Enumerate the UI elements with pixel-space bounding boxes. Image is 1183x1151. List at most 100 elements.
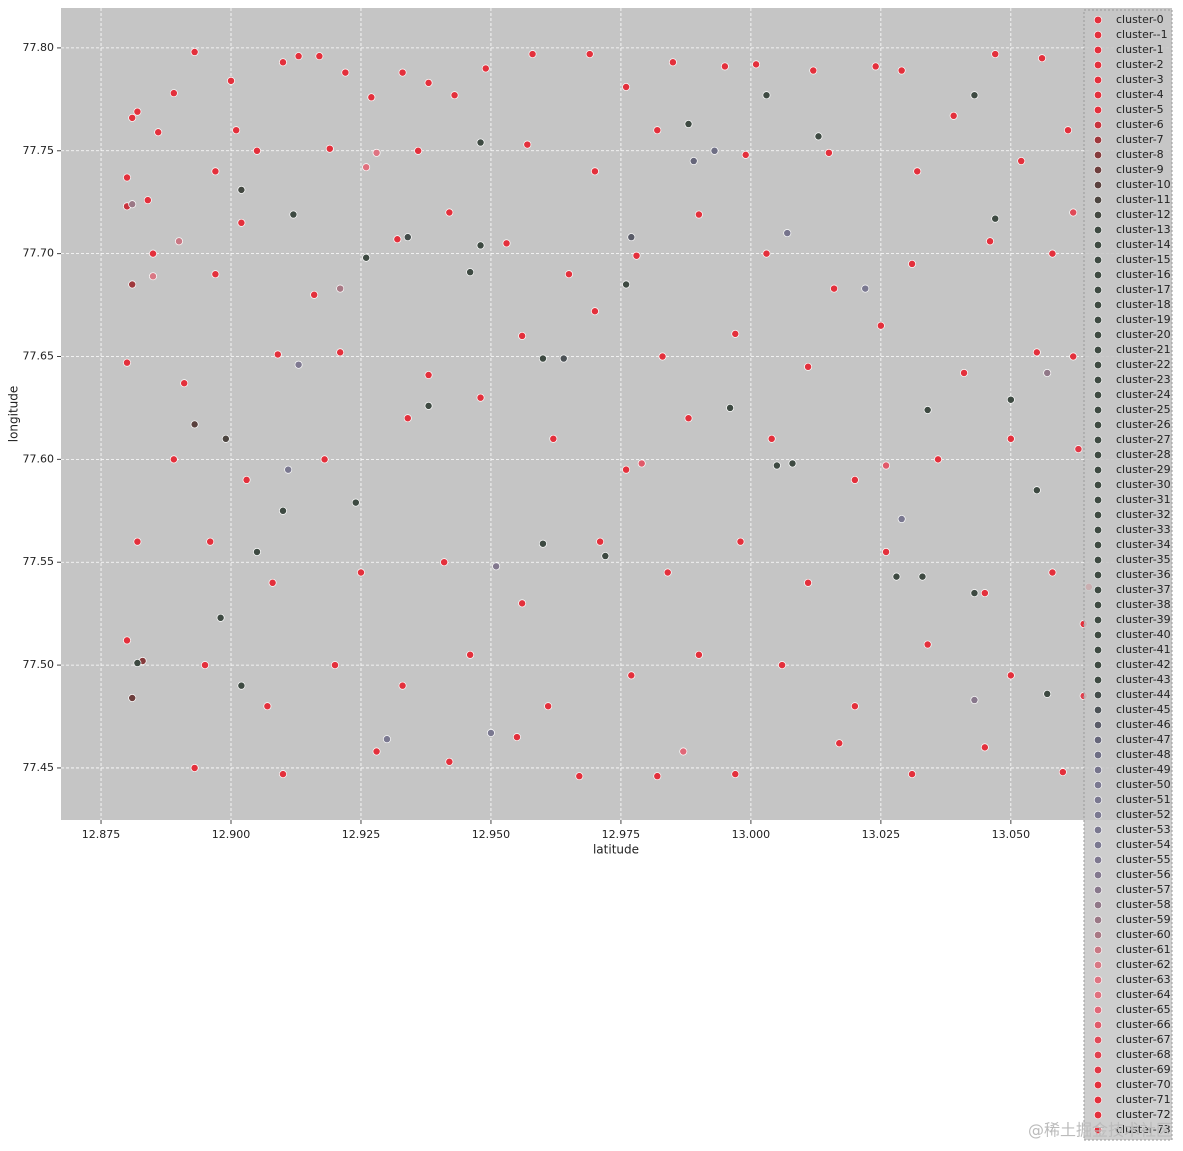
point	[726, 403, 735, 412]
point	[398, 681, 407, 690]
legend-marker	[1093, 735, 1103, 745]
legend-label: cluster-47	[1116, 733, 1171, 746]
point	[201, 661, 209, 670]
point	[133, 537, 142, 546]
legend-label: cluster-61	[1116, 943, 1171, 956]
legend-marker	[1093, 435, 1103, 445]
legend-marker	[1093, 480, 1103, 490]
legend-label: cluster-21	[1116, 343, 1171, 356]
point	[762, 91, 771, 100]
point	[882, 461, 891, 470]
point	[1069, 352, 1078, 361]
legend-label: cluster-41	[1116, 643, 1171, 656]
legend-marker	[1093, 150, 1103, 160]
plot-area	[61, 8, 1172, 820]
point	[778, 661, 787, 670]
point	[169, 455, 178, 464]
point	[684, 414, 693, 423]
legend-marker	[1093, 795, 1103, 805]
point	[476, 138, 485, 147]
legend-label: cluster-43	[1116, 673, 1171, 686]
point	[310, 290, 319, 299]
point	[253, 146, 261, 155]
point	[476, 393, 485, 402]
point	[325, 144, 334, 153]
point	[237, 185, 246, 194]
point	[658, 352, 667, 361]
point	[1064, 126, 1072, 135]
point	[575, 772, 584, 781]
legend-label: cluster-44	[1116, 688, 1171, 701]
legend-marker	[1093, 555, 1103, 565]
point	[622, 280, 631, 289]
legend-label: cluster-9	[1116, 163, 1164, 176]
y-axis-label: longitude	[7, 386, 21, 443]
legend-marker	[1093, 105, 1103, 115]
point	[362, 163, 371, 172]
point	[882, 547, 891, 556]
point	[492, 562, 501, 571]
legend-label: cluster-17	[1116, 283, 1171, 296]
legend-label: cluster-39	[1116, 613, 1171, 626]
legend-marker	[1093, 135, 1103, 145]
legend-label: cluster-25	[1116, 403, 1171, 416]
point	[991, 50, 1000, 59]
legend-marker	[1093, 45, 1103, 55]
point	[190, 48, 199, 56]
point	[731, 770, 740, 779]
point	[991, 214, 1000, 223]
point	[128, 200, 137, 209]
point	[1048, 249, 1057, 258]
legend-marker	[1093, 285, 1103, 295]
point	[918, 572, 927, 581]
watermark: @稀土掘金技术社区	[1028, 1121, 1172, 1140]
legend-marker	[1093, 660, 1103, 670]
legend-label: cluster-59	[1116, 913, 1171, 926]
point	[315, 52, 324, 61]
legend-marker	[1093, 540, 1103, 550]
y-tick-label: 77.45	[23, 761, 55, 774]
point	[133, 659, 142, 667]
point	[190, 764, 199, 772]
point	[383, 735, 391, 744]
point	[1006, 671, 1015, 680]
point	[180, 379, 189, 388]
legend-marker	[1093, 960, 1103, 970]
legend-label: cluster-58	[1116, 898, 1171, 911]
point	[216, 613, 225, 622]
legend: cluster-0 cluster--1 cluster-1 cluster-2 clu…	[1083, 9, 1173, 1141]
x-tick-label: 12.900	[212, 828, 251, 841]
legend-marker	[1093, 525, 1103, 535]
legend-marker	[1093, 375, 1103, 385]
point	[424, 401, 433, 410]
y-tick-label: 77.65	[23, 349, 55, 362]
point	[143, 196, 152, 205]
point	[986, 237, 994, 246]
point	[913, 167, 922, 176]
point	[653, 772, 662, 781]
legend-label: cluster-1	[1116, 43, 1164, 56]
point	[336, 348, 345, 357]
point	[336, 284, 345, 293]
point	[1032, 486, 1041, 495]
legend-label: cluster-0	[1116, 13, 1164, 26]
point	[372, 148, 381, 157]
point	[653, 126, 662, 135]
point	[767, 434, 776, 443]
grid	[61, 8, 1172, 820]
point	[476, 241, 485, 250]
legend-label: cluster-15	[1116, 253, 1171, 266]
point	[123, 636, 131, 645]
point	[1043, 689, 1052, 698]
legend-marker	[1093, 255, 1103, 265]
point	[835, 739, 844, 748]
point	[445, 208, 454, 217]
point	[190, 420, 199, 429]
legend-label: cluster-4	[1116, 88, 1164, 101]
point	[720, 62, 729, 71]
point	[123, 358, 131, 367]
legend-label: cluster-26	[1116, 418, 1171, 431]
legend-label: cluster-22	[1116, 358, 1171, 371]
legend-marker	[1093, 495, 1103, 505]
